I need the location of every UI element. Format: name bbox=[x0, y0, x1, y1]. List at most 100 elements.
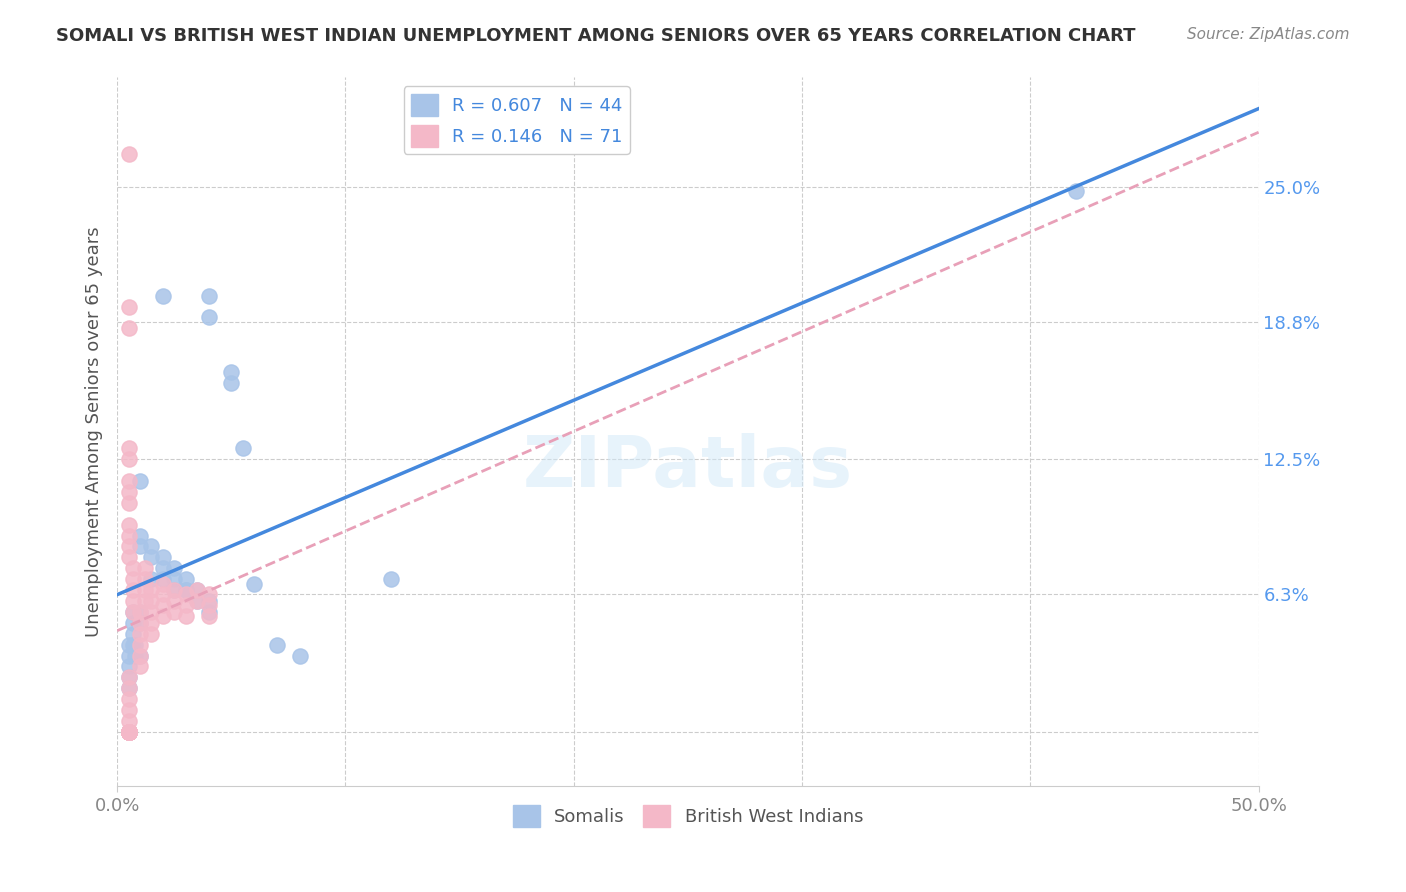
Point bbox=[129, 615, 152, 630]
Point bbox=[122, 561, 145, 575]
Point bbox=[117, 517, 139, 532]
Point bbox=[141, 605, 163, 619]
Point bbox=[1064, 184, 1087, 198]
Point bbox=[117, 725, 139, 739]
Point bbox=[117, 725, 139, 739]
Point bbox=[152, 599, 174, 613]
Point bbox=[163, 583, 186, 598]
Text: SOMALI VS BRITISH WEST INDIAN UNEMPLOYMENT AMONG SENIORS OVER 65 YEARS CORRELATI: SOMALI VS BRITISH WEST INDIAN UNEMPLOYME… bbox=[56, 27, 1136, 45]
Point bbox=[134, 572, 156, 586]
Point bbox=[117, 659, 139, 673]
Point bbox=[288, 648, 311, 663]
Point bbox=[129, 605, 152, 619]
Point bbox=[117, 725, 139, 739]
Point bbox=[117, 496, 139, 510]
Point bbox=[117, 670, 139, 684]
Point bbox=[163, 594, 186, 608]
Y-axis label: Unemployment Among Seniors over 65 years: Unemployment Among Seniors over 65 years bbox=[86, 227, 103, 637]
Point bbox=[197, 605, 219, 619]
Point bbox=[117, 321, 139, 335]
Point bbox=[117, 725, 139, 739]
Point bbox=[174, 609, 197, 624]
Point bbox=[174, 583, 197, 598]
Point bbox=[129, 648, 152, 663]
Point bbox=[141, 626, 163, 640]
Point bbox=[117, 725, 139, 739]
Point bbox=[141, 594, 163, 608]
Point bbox=[122, 594, 145, 608]
Point bbox=[197, 594, 219, 608]
Point bbox=[117, 692, 139, 706]
Point bbox=[221, 365, 243, 379]
Point bbox=[122, 572, 145, 586]
Point bbox=[117, 725, 139, 739]
Point bbox=[117, 550, 139, 565]
Point bbox=[122, 605, 145, 619]
Point bbox=[129, 626, 152, 640]
Point bbox=[197, 310, 219, 325]
Point bbox=[141, 615, 163, 630]
Point bbox=[129, 648, 152, 663]
Point bbox=[152, 576, 174, 591]
Point bbox=[266, 638, 288, 652]
Point bbox=[117, 725, 139, 739]
Point bbox=[129, 540, 152, 554]
Point bbox=[152, 572, 174, 586]
Point bbox=[174, 572, 197, 586]
Point bbox=[129, 474, 152, 488]
Point bbox=[163, 605, 186, 619]
Point bbox=[152, 550, 174, 565]
Point bbox=[163, 572, 186, 586]
Point bbox=[117, 725, 139, 739]
Point bbox=[117, 540, 139, 554]
Text: Source: ZipAtlas.com: Source: ZipAtlas.com bbox=[1187, 27, 1350, 42]
Point bbox=[117, 725, 139, 739]
Point bbox=[117, 725, 139, 739]
Point bbox=[117, 725, 139, 739]
Point bbox=[117, 681, 139, 696]
Point bbox=[117, 452, 139, 467]
Point bbox=[232, 442, 254, 456]
Point bbox=[141, 583, 163, 598]
Point bbox=[117, 638, 139, 652]
Point bbox=[174, 583, 197, 598]
Point bbox=[186, 594, 208, 608]
Point bbox=[129, 659, 152, 673]
Point bbox=[174, 599, 197, 613]
Point bbox=[152, 587, 174, 601]
Point bbox=[129, 638, 152, 652]
Point bbox=[186, 594, 208, 608]
Point bbox=[134, 594, 156, 608]
Point bbox=[129, 605, 152, 619]
Point bbox=[124, 648, 146, 663]
Point bbox=[186, 583, 208, 598]
Point bbox=[117, 300, 139, 314]
Point bbox=[163, 561, 186, 575]
Point bbox=[117, 474, 139, 488]
Point bbox=[141, 540, 163, 554]
Point bbox=[122, 583, 145, 598]
Point bbox=[117, 725, 139, 739]
Point bbox=[117, 442, 139, 456]
Point bbox=[163, 583, 186, 598]
Point bbox=[117, 714, 139, 728]
Point bbox=[186, 583, 208, 598]
Point bbox=[141, 572, 163, 586]
Legend: Somalis, British West Indians: Somalis, British West Indians bbox=[506, 797, 870, 834]
Point bbox=[117, 528, 139, 542]
Point bbox=[117, 725, 139, 739]
Point bbox=[141, 550, 163, 565]
Point bbox=[122, 626, 145, 640]
Point bbox=[117, 725, 139, 739]
Point bbox=[129, 615, 152, 630]
Point bbox=[134, 561, 156, 575]
Point bbox=[117, 703, 139, 717]
Point bbox=[152, 609, 174, 624]
Point bbox=[117, 670, 139, 684]
Point bbox=[152, 288, 174, 302]
Point bbox=[197, 599, 219, 613]
Point bbox=[197, 587, 219, 601]
Point bbox=[197, 288, 219, 302]
Point bbox=[117, 485, 139, 500]
Point bbox=[124, 638, 146, 652]
